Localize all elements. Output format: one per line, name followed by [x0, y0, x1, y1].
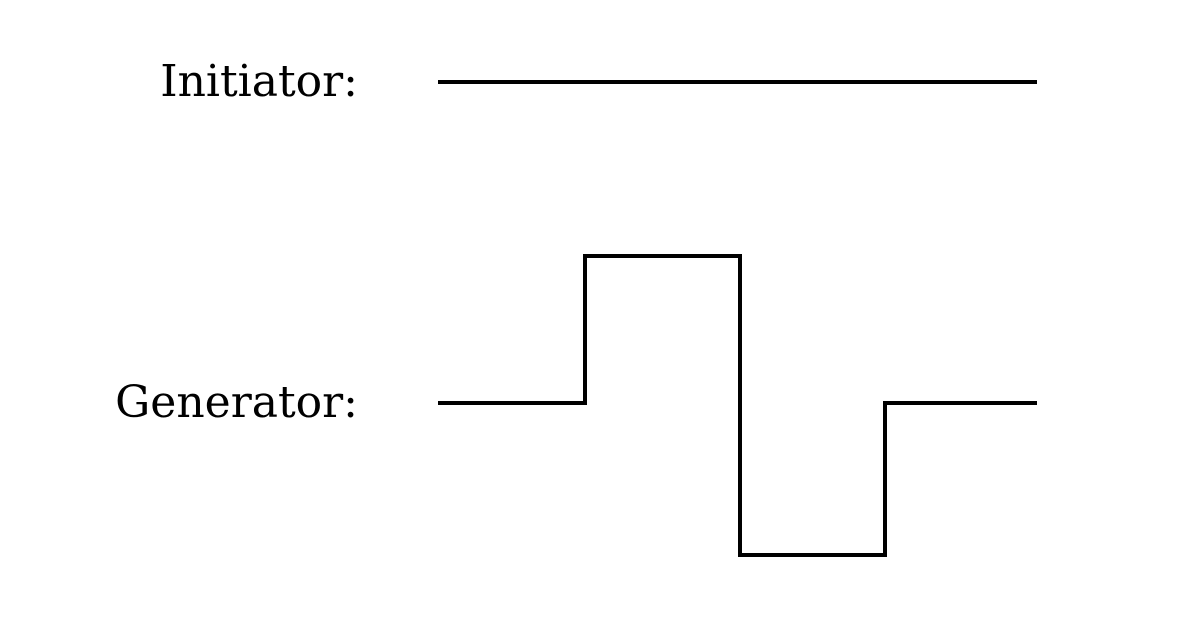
initiator-label: Initiator:	[160, 56, 358, 107]
generator-label: Generator:	[115, 377, 358, 428]
generator-curve	[438, 254, 1037, 557]
